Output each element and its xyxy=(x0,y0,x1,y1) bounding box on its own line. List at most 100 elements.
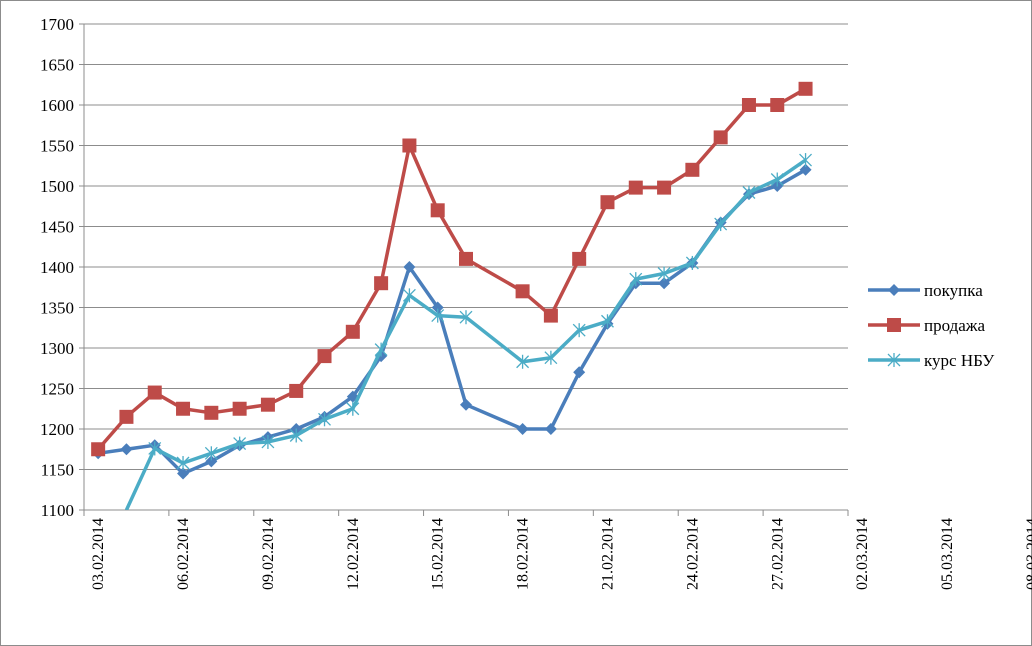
legend-label: курс НБУ xyxy=(924,351,995,370)
data-point-asterisk xyxy=(572,323,586,338)
data-point-asterisk xyxy=(261,434,275,449)
data-point-asterisk xyxy=(459,310,473,325)
data-point-diamond xyxy=(431,301,444,314)
y-tick-label: 1200 xyxy=(40,420,74,439)
data-point-square xyxy=(572,251,587,266)
legend-label: продажа xyxy=(924,316,986,335)
data-point-diamond xyxy=(120,443,133,456)
data-point-asterisk xyxy=(742,185,756,200)
x-tick-label: 03.02.2014 xyxy=(90,518,107,590)
data-point-asterisk xyxy=(346,401,360,416)
data-point-square xyxy=(685,162,700,177)
legend-item: продажа xyxy=(868,316,986,335)
y-tick-label: 1350 xyxy=(40,299,74,318)
x-tick-label: 05.03.2014 xyxy=(939,518,956,590)
data-point-asterisk xyxy=(601,314,614,329)
data-point-square xyxy=(741,98,756,112)
data-point-square xyxy=(119,409,134,424)
data-point-asterisk xyxy=(374,342,388,357)
x-tick-label: 27.02.2014 xyxy=(769,518,786,590)
data-point-asterisk xyxy=(544,350,558,365)
axes xyxy=(79,23,849,516)
y-tick-label: 1300 xyxy=(40,339,74,358)
x-tick-label: 21.02.2014 xyxy=(599,518,616,590)
data-point-square xyxy=(204,405,219,420)
series-line xyxy=(124,158,807,510)
series-3 xyxy=(124,153,813,510)
data-point-square xyxy=(289,383,304,398)
y-tick-label: 1700 xyxy=(40,15,74,34)
data-point-square xyxy=(317,349,332,364)
data-point-asterisk xyxy=(233,436,247,451)
data-point-square xyxy=(232,401,247,416)
series-1 xyxy=(92,163,812,480)
x-tick-label: 02.03.2014 xyxy=(854,518,871,590)
data-point-square xyxy=(770,98,785,112)
data-point-square xyxy=(515,284,530,299)
y-tick-label: 1100 xyxy=(41,501,74,520)
data-point-square xyxy=(430,203,445,218)
data-point-square xyxy=(402,138,417,153)
data-point-asterisk xyxy=(176,456,190,471)
data-point-square xyxy=(543,308,558,323)
data-point-diamond xyxy=(516,423,529,435)
x-tick-label: 15.02.2014 xyxy=(430,518,447,590)
y-tick-label: 1650 xyxy=(40,56,74,75)
data-point-square xyxy=(147,385,162,400)
data-point-diamond xyxy=(544,423,557,435)
y-tick-label: 1400 xyxy=(40,258,74,277)
data-point-asterisk xyxy=(770,172,784,187)
x-tick-labels: 03.02.2014 06.02.2014 09.02.2014 12.02.2014… xyxy=(90,518,1032,590)
data-point-diamond xyxy=(658,277,671,290)
data-point-asterisk xyxy=(318,412,331,427)
y-tick-label: 1150 xyxy=(41,461,74,480)
data-point-square xyxy=(887,318,901,332)
data-point-asterisk xyxy=(204,446,218,461)
data-point-asterisk xyxy=(887,353,901,367)
y-tick-label: 1450 xyxy=(40,218,74,237)
x-tick-label: 09.02.2014 xyxy=(260,518,277,590)
data-point-square xyxy=(91,442,106,457)
data-point-square xyxy=(628,180,643,195)
data-point-asterisk xyxy=(799,153,813,168)
data-point-square xyxy=(345,324,360,339)
x-tick-label: 08.03.2014 xyxy=(1024,518,1032,590)
data-point-square xyxy=(657,180,672,195)
data-point-square xyxy=(798,81,813,96)
data-point-diamond xyxy=(205,455,218,468)
data-point-square xyxy=(459,251,473,266)
data-point-asterisk xyxy=(714,217,728,232)
x-tick-label: 18.02.2014 xyxy=(515,518,532,590)
legend-label: покупка xyxy=(924,281,983,300)
series-line xyxy=(97,168,807,476)
data-point-diamond xyxy=(888,284,900,296)
data-point-diamond xyxy=(460,398,472,411)
y-tick-label: 1500 xyxy=(40,177,74,196)
data-point-asterisk xyxy=(516,354,530,369)
series xyxy=(91,81,813,510)
data-point-asterisk xyxy=(431,308,445,323)
y-tick-label: 1550 xyxy=(40,137,74,156)
x-tick-label: 12.02.2014 xyxy=(345,518,362,590)
data-point-asterisk xyxy=(657,266,671,281)
data-point-square xyxy=(260,397,275,412)
data-point-asterisk xyxy=(402,288,416,303)
data-point-diamond xyxy=(573,366,586,379)
data-point-asterisk xyxy=(289,428,303,443)
data-point-diamond xyxy=(403,261,416,273)
data-point-square xyxy=(176,401,191,416)
data-point-diamond xyxy=(799,163,812,176)
data-point-square xyxy=(600,195,615,210)
legend-item: курс НБУ xyxy=(868,351,995,370)
x-tick-label: 06.02.2014 xyxy=(175,518,192,590)
data-point-diamond xyxy=(177,467,190,480)
series-line xyxy=(96,87,807,451)
legend: покупка продажа курс НБУ xyxy=(868,281,995,370)
data-point-square xyxy=(713,130,728,145)
data-point-square xyxy=(374,276,389,291)
y-tick-labels: 1100 1150 1200 1250 1300 1350 1400 1450 1500 1550… xyxy=(40,15,74,520)
series-2 xyxy=(91,81,813,457)
legend-item: покупка xyxy=(868,281,983,300)
